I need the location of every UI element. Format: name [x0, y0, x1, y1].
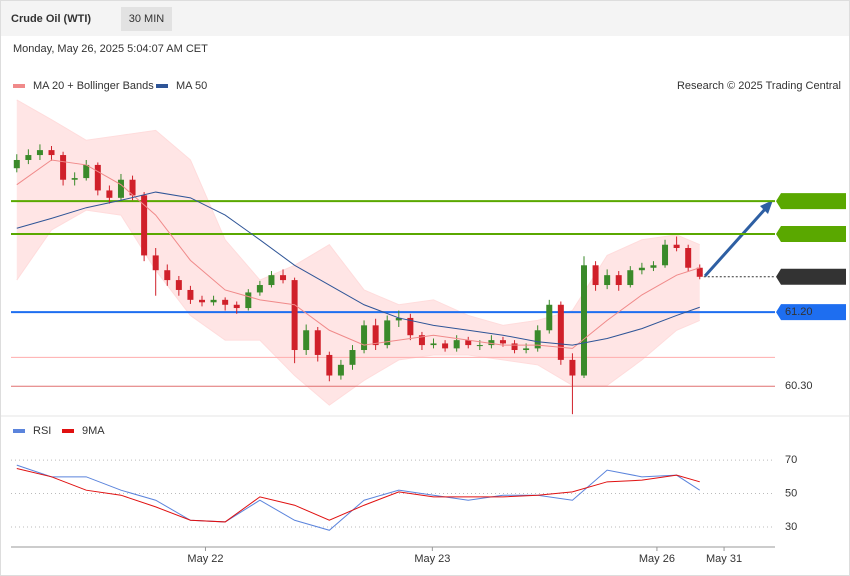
subtitle: Monday, May 26, 2025 5:04:07 AM CET: [13, 43, 208, 55]
candle-body: [534, 330, 541, 349]
candle-body: [25, 155, 32, 160]
candle-body: [245, 292, 252, 309]
candle-body: [511, 343, 518, 351]
candle-body: [627, 270, 634, 286]
candle-body: [129, 179, 136, 196]
candle-body: [233, 304, 240, 309]
credit: Research © 2025 Trading Central: [677, 80, 841, 92]
candle-body: [615, 275, 622, 286]
candle-body: [71, 178, 78, 180]
candle-body: [418, 335, 425, 346]
series-line: [16, 464, 701, 531]
candle-body: [280, 275, 287, 281]
candle-body: [673, 244, 680, 249]
y-tick-label: 30: [785, 521, 797, 533]
timeframe: 30 MIN: [129, 13, 165, 25]
candle-body: [372, 325, 379, 346]
candle-body: [662, 244, 669, 266]
candle-body: [36, 150, 43, 156]
x-tick-label: May 26: [639, 553, 675, 565]
x-tick-label: May 23: [414, 553, 450, 565]
x-tick-label: May 31: [706, 553, 742, 565]
candle-body: [650, 265, 657, 268]
candle-body: [523, 348, 530, 351]
legend-label: RSI: [33, 425, 51, 437]
series-line: [16, 467, 700, 523]
series-line: [16, 159, 700, 349]
candle-body: [349, 350, 356, 365]
candle-body: [384, 320, 391, 346]
candle-body: [604, 275, 611, 286]
candle-body: [407, 317, 414, 336]
candle-body: [152, 255, 159, 271]
level-label: 60.30: [785, 380, 813, 392]
legend-swatch: [62, 429, 74, 433]
level-label: 61.20: [785, 306, 813, 318]
timeframe-badge: [121, 7, 172, 31]
candle-body: [326, 354, 333, 376]
candle-body: [685, 248, 692, 268]
level-tag: [776, 193, 846, 210]
level-tag: [776, 226, 846, 243]
candle-body: [476, 345, 483, 347]
candle-body: [453, 340, 460, 349]
candle-body: [94, 164, 101, 191]
bollinger-fill: [16, 99, 700, 406]
candle-body: [106, 190, 113, 198]
candle-body: [268, 275, 275, 286]
candle-body: [696, 267, 703, 277]
series-line: [16, 191, 700, 346]
chart-title: Crude Oil (WTI): [11, 13, 91, 25]
candle-body: [488, 340, 495, 346]
candle-body: [303, 330, 310, 351]
candle-body: [592, 265, 599, 286]
candle-body: [581, 265, 587, 376]
candle-body: [48, 150, 55, 156]
candle-body: [141, 195, 148, 256]
candle-body: [499, 340, 506, 344]
legend-label: MA 50: [176, 80, 207, 92]
x-tick-label: May 22: [187, 553, 223, 565]
candle-body: [546, 304, 553, 331]
candle-body: [337, 364, 344, 376]
candle-body: [557, 304, 564, 360]
candle-body: [199, 299, 205, 303]
candle-body: [60, 155, 67, 180]
legend-label: MA 20 + Bollinger Bands: [33, 80, 154, 92]
legend-swatch: [13, 429, 25, 433]
candle-body: [442, 343, 449, 349]
candle-body: [210, 299, 217, 303]
candle-body: [117, 179, 124, 198]
candle-body: [569, 359, 576, 376]
forecast-arrowhead: [760, 200, 773, 214]
level-tag: [776, 304, 846, 321]
candle-body: [638, 267, 645, 271]
level-tag: [776, 268, 846, 285]
candle-body: [465, 340, 472, 346]
candle-body: [83, 164, 90, 179]
candle-body: [222, 299, 229, 305]
candle-body: [164, 270, 171, 281]
candle-body: [187, 289, 194, 300]
candle-body: [175, 280, 182, 290]
forecast-arrow: [703, 206, 768, 278]
candle-body: [256, 285, 263, 293]
candle-body: [430, 343, 437, 346]
legend-swatch: [156, 84, 168, 88]
candle-body: [13, 159, 20, 169]
y-tick-label: 70: [785, 454, 797, 466]
legend-label: 9MA: [82, 425, 105, 437]
candle-body: [361, 325, 368, 351]
candle-body: [291, 280, 298, 351]
candle-body: [314, 330, 321, 355]
candle-body: [395, 317, 402, 321]
y-tick-label: 50: [785, 487, 797, 499]
legend-swatch: [13, 84, 25, 88]
